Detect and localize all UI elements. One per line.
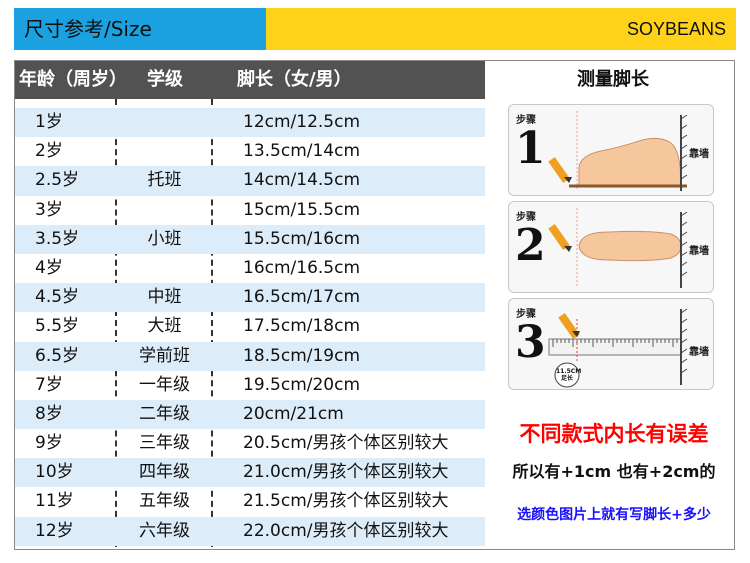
cell-age: 6.5岁	[35, 345, 80, 366]
cell-age: 3.5岁	[35, 228, 80, 249]
table-row: 11岁 五年级 21.5cm/男孩个体区别较大	[15, 487, 485, 516]
cell-foot-length: 14cm/14.5cm	[243, 170, 361, 191]
step-number: 2	[515, 220, 546, 271]
step-number: 1	[515, 123, 546, 174]
ruler-illustration	[548, 308, 688, 388]
cell-age: 11岁	[35, 491, 74, 512]
cell-age: 5.5岁	[35, 316, 80, 337]
cell-grade: 学前班	[139, 345, 190, 366]
cell-foot-length: 16cm/16.5cm	[243, 257, 361, 278]
size-reference-title: 尺寸参考/Size Referencce	[14, 8, 266, 83]
header-grade: 学级	[147, 69, 183, 90]
color-image-notice: 选颜色图片上就有写脚长+多少	[517, 507, 711, 523]
cell-age: 1岁	[35, 112, 63, 132]
wall-label: 靠墙	[689, 347, 709, 358]
table-row: 4岁 16cm/16.5cm	[15, 254, 485, 283]
table-row: 2.5岁 托班 14cm/14.5cm	[15, 166, 485, 196]
table-row: 10岁 四年级 21.0cm/男孩个体区别较大	[15, 458, 485, 488]
ruler-reading-label: 足长	[560, 375, 573, 382]
ruler-reading-value: 11.5CM	[556, 368, 582, 375]
cell-foot-length: 13.5cm/14cm	[243, 141, 361, 162]
table-row: 6.5岁 学前班 18.5cm/19cm	[15, 341, 485, 371]
column-divider	[115, 99, 117, 547]
cell-grade	[117, 108, 212, 137]
cell-age: 10岁	[35, 462, 74, 483]
cell-foot-length: 15.5cm/16cm	[243, 228, 361, 249]
cell-foot-length: 20.5cm/男孩个体区别较大	[243, 433, 449, 454]
table-row: 2岁 13.5cm/14cm	[15, 137, 485, 166]
step-number: 3	[515, 317, 546, 368]
size-table-body: 1岁 12cm/12.5cm 2岁 13.5cm/14cm 2.5岁 托班 14cm/14.…	[15, 108, 485, 546]
header-measure-foot: 测量脚长	[577, 69, 649, 90]
step-label: 步骤	[516, 309, 536, 320]
measure-step-1: 步骤 1 靠墙	[508, 104, 714, 196]
table-row: 1岁 12cm/12.5cm	[15, 108, 485, 138]
column-divider	[211, 99, 213, 547]
wall-label: 靠墙	[689, 149, 709, 160]
cell-age: 3岁	[35, 199, 63, 220]
cell-foot-length: 21.0cm/男孩个体区别较大	[243, 462, 449, 483]
tolerance-notice: 所以有+1cm 也有+2cm的	[512, 462, 716, 481]
cell-foot-length: 16.5cm/17cm	[243, 287, 361, 308]
step-label: 步骤	[516, 212, 536, 223]
cell-grade: 五年级	[139, 491, 190, 512]
cell-grade: 二年级	[139, 403, 190, 424]
table-row: 4.5岁 中班 16.5cm/17cm	[15, 283, 485, 313]
cell-foot-length: 17.5cm/18cm	[243, 316, 361, 337]
cell-grade: 六年级	[139, 520, 190, 541]
cell-grade	[117, 254, 212, 283]
foot-side-illustration	[548, 111, 688, 191]
foot-top-illustration	[548, 208, 688, 288]
cell-age: 8岁	[35, 403, 63, 424]
header-foot-length: 脚长（女/男）	[237, 69, 352, 90]
cell-age: 2岁	[35, 141, 63, 162]
cell-foot-length: 22.0cm/男孩个体区别较大	[243, 520, 449, 541]
cell-grade: 托班	[147, 170, 182, 191]
table-row: 8岁 二年级 20cm/21cm	[15, 399, 485, 430]
cell-age: 12岁	[35, 520, 74, 541]
table-row: 5.5岁 大班 17.5cm/18cm	[15, 312, 485, 341]
cell-age: 4岁	[35, 257, 63, 278]
table-row: 12岁 六年级 22.0cm/男孩个体区别较大	[15, 516, 485, 546]
header-age: 年龄（周岁）	[19, 69, 127, 90]
cell-foot-length: 19.5cm/20cm	[243, 374, 361, 395]
cell-grade: 三年级	[139, 433, 190, 454]
measure-step-3: 步骤 3 11.5CM 足长 靠墙	[508, 298, 714, 390]
cell-grade: 一年级	[139, 374, 190, 395]
cell-age: 9岁	[35, 433, 63, 454]
error-notice: 不同款式内长有误差	[519, 422, 709, 446]
table-header: 年龄（周岁） 学级 脚长（女/男）	[15, 61, 485, 99]
cell-foot-length: 18.5cm/19cm	[243, 345, 361, 366]
brand-name: SOYBEANS	[626, 19, 726, 39]
cell-age: 7岁	[35, 374, 63, 395]
cell-grade	[117, 137, 212, 166]
cell-foot-length: 21.5cm/男孩个体区别较大	[243, 491, 449, 512]
cell-foot-length: 12cm/12.5cm	[243, 112, 361, 132]
size-chart-frame	[14, 60, 735, 550]
cell-grade	[117, 196, 212, 225]
cell-grade: 小班	[147, 228, 182, 249]
cell-foot-length: 20cm/21cm	[243, 403, 344, 424]
ruler-reading: 11.5CM 足长	[556, 368, 582, 382]
step-label: 步骤	[516, 115, 536, 126]
measure-steps: 步骤 1 靠墙 步骤 2	[508, 104, 714, 395]
table-row: 9岁 三年级 20.5cm/男孩个体区别较大	[15, 429, 485, 458]
cell-age: 2.5岁	[35, 170, 80, 191]
table-row: 3.5岁 小班 15.5cm/16cm	[15, 224, 485, 254]
cell-grade: 大班	[147, 316, 182, 337]
measure-step-2: 步骤 2 靠墙	[508, 201, 714, 293]
table-row: 7岁 一年级 19.5cm/20cm	[15, 371, 485, 400]
table-row: 3岁 15cm/15.5cm	[15, 196, 485, 225]
cell-grade: 中班	[147, 287, 182, 308]
cell-grade: 四年级	[139, 462, 190, 483]
title-banner: 尺寸参考/Size Referencce SOYBEANS	[14, 8, 736, 83]
cell-age: 4.5岁	[35, 287, 80, 308]
wall-label: 靠墙	[689, 246, 709, 257]
cell-foot-length: 15cm/15.5cm	[243, 199, 361, 220]
